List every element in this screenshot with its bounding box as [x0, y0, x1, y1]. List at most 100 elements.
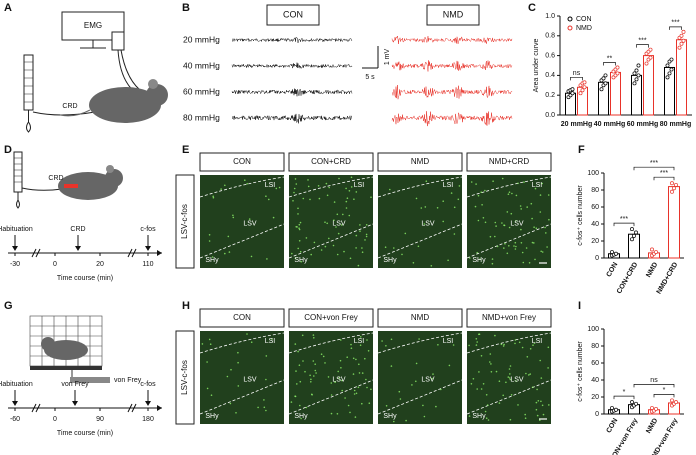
cell-signal: [390, 365, 393, 367]
cell-signal: [393, 247, 395, 249]
legend-marker: [567, 16, 573, 22]
cell-signal: [367, 350, 370, 352]
cell-signal: [501, 222, 503, 224]
cell-signal: [302, 360, 304, 362]
cell-signal: [336, 213, 339, 216]
mouse-tail: [59, 109, 91, 117]
cell-signal: [275, 187, 278, 190]
cell-signal: [297, 207, 299, 210]
data-point: [670, 181, 674, 186]
event-arrowhead: [75, 246, 81, 251]
data-point: [650, 247, 654, 252]
bar: [631, 74, 642, 116]
bar: [598, 81, 609, 116]
cell-signal: [365, 235, 368, 238]
cell-signal: [355, 191, 358, 193]
data-point: [632, 233, 636, 238]
data-point: [670, 398, 674, 403]
cell-signal: [423, 223, 426, 225]
cell-signal: [480, 355, 483, 357]
y-tick-label: 0.4: [545, 72, 555, 79]
cell-signal: [298, 223, 301, 226]
significance-label: ***: [638, 38, 646, 45]
cell-signal: [489, 353, 492, 355]
panel-letter: D: [4, 144, 12, 156]
condition-header-box: [199, 152, 285, 172]
cell-signal: [266, 258, 268, 260]
cell-signal: [299, 250, 302, 253]
cell-signal: [548, 404, 550, 406]
cell-signal: [544, 226, 546, 229]
pressure-label: 40 mmHg: [183, 60, 220, 70]
cell-signal: [302, 197, 305, 200]
cell-signal: [318, 197, 321, 200]
region-label: LSI: [532, 338, 543, 345]
cell-signal: [476, 341, 479, 343]
cell-signal: [340, 339, 342, 341]
region-boundary: [466, 379, 552, 415]
emg-trace: [231, 62, 353, 69]
cell-signal: [355, 358, 357, 361]
cell-signal: [292, 200, 294, 202]
emg-trace: [231, 37, 353, 44]
y-tick-label: 100: [587, 170, 599, 177]
cell-signal: [357, 386, 360, 389]
cell-signal: [389, 188, 391, 191]
cell-signal: [296, 383, 298, 385]
cell-signal: [330, 412, 333, 415]
time-tick-label: 110: [142, 261, 153, 268]
cell-signal: [337, 370, 340, 373]
cell-signal: [338, 377, 341, 379]
cell-signal: [541, 404, 544, 407]
cell-signal: [437, 344, 439, 346]
significance-bracket: [633, 166, 675, 171]
cell-signal: [508, 377, 511, 379]
cell-signal: [507, 376, 510, 378]
cell-signal: [505, 381, 507, 384]
cell-signal: [352, 357, 355, 360]
significance-label: ns: [573, 70, 581, 77]
mouse-body: [89, 87, 161, 123]
micrograph: [467, 175, 551, 268]
cell-signal: [480, 191, 483, 193]
cell-signal: [521, 251, 524, 254]
data-point: [630, 237, 634, 242]
stain-label-box: [175, 330, 195, 425]
cell-signal: [294, 395, 296, 398]
cell-signal: [526, 356, 529, 358]
syringe-tip: [26, 110, 31, 133]
data-point: [681, 38, 686, 43]
significance-bracket: [633, 384, 675, 388]
cell-signal: [525, 247, 528, 249]
cell-signal: [514, 339, 517, 341]
cell-signal: [447, 259, 449, 262]
cell-signal: [531, 386, 534, 389]
cell-signal: [349, 411, 351, 414]
cell-signal: [365, 233, 368, 236]
data-point: [582, 85, 587, 90]
cell-signal: [532, 344, 534, 347]
data-point: [603, 73, 608, 78]
cell-signal: [304, 370, 306, 373]
cell-signal: [458, 185, 461, 187]
region-label: LSV: [243, 220, 257, 227]
cell-signal: [504, 243, 506, 245]
cell-signal: [227, 235, 230, 238]
bar: [610, 71, 621, 116]
cell-signal: [534, 258, 536, 261]
cell-signal: [357, 264, 360, 267]
cell-signal: [453, 206, 456, 209]
cell-signal: [341, 389, 344, 392]
cell-signal: [353, 389, 356, 392]
region-boundary: [199, 379, 285, 415]
cell-signal: [399, 398, 402, 400]
cell-signal: [330, 382, 333, 384]
cell-signal: [299, 380, 302, 383]
cell-signal: [531, 217, 533, 220]
cell-signal: [345, 207, 348, 209]
cell-signal: [305, 237, 308, 239]
cell-signal: [350, 343, 352, 346]
data-point: [610, 250, 614, 254]
axis-break: [127, 403, 137, 413]
cell-signal: [511, 192, 513, 195]
